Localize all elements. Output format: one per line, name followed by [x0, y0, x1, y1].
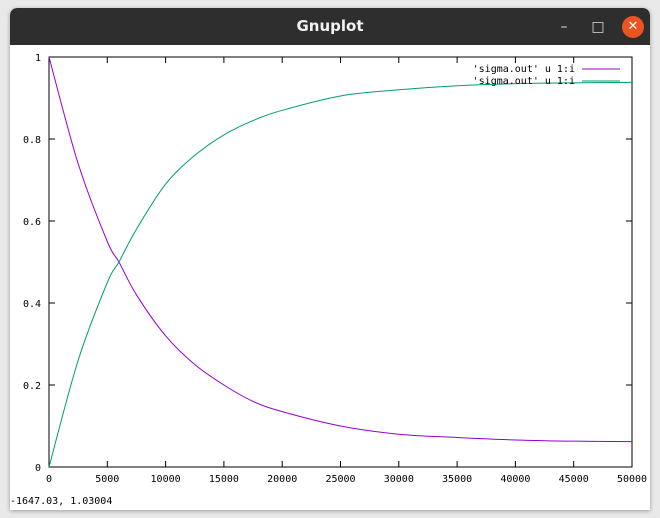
x-tick-label: 25000: [325, 474, 355, 485]
y-tick-label: 0.6: [23, 217, 41, 228]
x-tick-label: 45000: [559, 474, 589, 485]
series-line-2: [48, 81, 633, 468]
close-button[interactable]: ✕: [622, 16, 644, 38]
mouse-coordinates-readout: -1647.03, 1.03004: [10, 496, 113, 507]
legend-label-2: 'sigma.out' u 1:i: [473, 76, 575, 87]
x-tick-label: 30000: [384, 474, 414, 485]
x-tick-label: 40000: [500, 474, 530, 485]
legend-label-1: 'sigma.out' u 1:i: [473, 64, 575, 75]
plot-frame: [48, 56, 633, 468]
x-tick-label: 35000: [442, 474, 472, 485]
x-tick-label: 15000: [209, 474, 239, 485]
gnuplot-window: Gnuplot – □ ✕ 0 5000 10000 15000 20000 25000 3…: [10, 8, 650, 510]
y-tick-label: 0: [35, 463, 41, 474]
y-tick-label: 0.4: [23, 299, 41, 310]
y-tick-label: 1: [35, 53, 41, 64]
x-tick-label: 50000: [617, 474, 647, 485]
y-tick-label: 0.8: [23, 135, 41, 146]
window-title: Gnuplot: [296, 17, 364, 35]
y-tick-label: 0.2: [23, 381, 41, 392]
x-tick-label: 0: [46, 474, 52, 485]
series-line-1: [48, 56, 633, 443]
plot-canvas[interactable]: 0 5000 10000 15000 20000 25000 30000 35000 40000…: [10, 45, 650, 510]
title-bar[interactable]: Gnuplot – □ ✕: [10, 8, 650, 45]
x-tick-label: 5000: [95, 474, 119, 485]
line-chart: 0 5000 10000 15000 20000 25000 30000 35000 40000…: [23, 53, 647, 485]
minimize-button[interactable]: –: [560, 19, 568, 35]
maximize-button[interactable]: □: [591, 19, 605, 35]
x-tick-label: 20000: [267, 474, 297, 485]
x-tick-label: 10000: [151, 474, 181, 485]
